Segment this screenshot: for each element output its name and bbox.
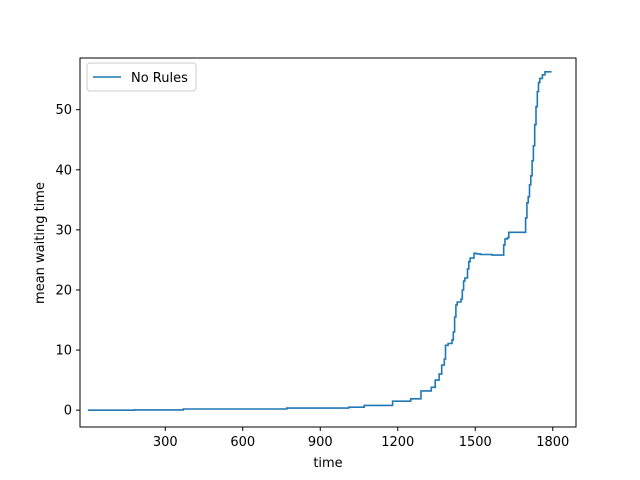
x-axis-label: time	[313, 456, 342, 471]
axis-ticks: 300 600 900 1200 1500 1800 0 10 20 30 40 50	[55, 103, 569, 450]
x-tick-label: 600	[230, 435, 255, 450]
x-tick-label: 1500	[459, 435, 492, 450]
y-tick-label: 40	[55, 163, 72, 178]
series-line-no-rules	[87, 71, 552, 411]
legend: No Rules	[86, 62, 197, 92]
x-tick-label: 300	[153, 435, 178, 450]
y-axis-label: mean waiting time	[33, 182, 48, 304]
axes-frame	[79, 57, 577, 428]
y-tick-label: 30	[55, 223, 72, 238]
legend-label-no-rules: No Rules	[131, 71, 188, 86]
y-tick-label: 20	[55, 283, 72, 298]
x-tick-label: 900	[308, 435, 333, 450]
y-tick-label: 0	[64, 404, 72, 419]
x-tick-label: 1200	[381, 435, 414, 450]
y-tick-label: 10	[55, 344, 72, 359]
legend-box	[86, 62, 197, 92]
y-tick-label: 50	[55, 103, 72, 118]
x-tick-label: 1800	[536, 435, 569, 450]
plot-area	[79, 57, 577, 428]
